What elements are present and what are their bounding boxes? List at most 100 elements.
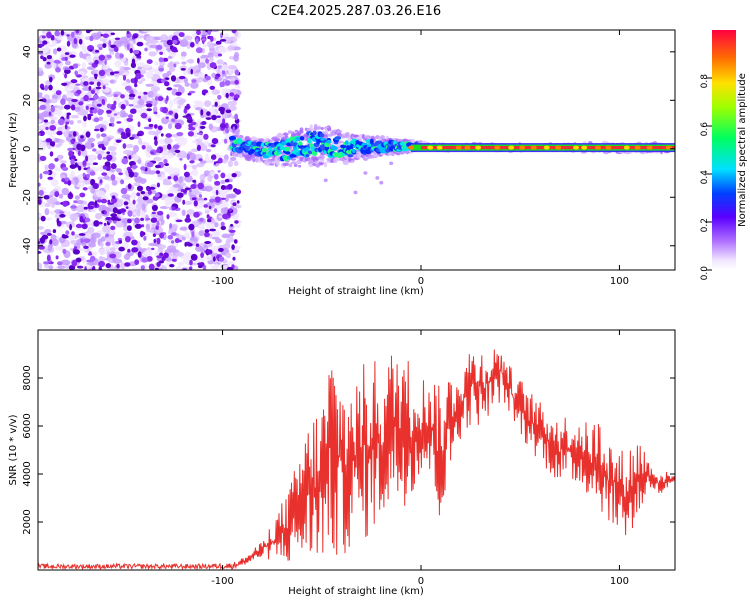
spectrogram-noise-blob [215, 40, 222, 45]
spectrogram-noise-blob [199, 217, 204, 222]
spectrogram-noise-blob [82, 172, 86, 177]
spectrogram-noise-blob [184, 217, 192, 223]
spectrogram-noise-blob [142, 251, 153, 258]
spectrogram-noise-blob [220, 221, 225, 227]
spectrogram-noise-blob [89, 35, 94, 42]
spectrogram-noise-blob [218, 256, 225, 262]
spectrogram-tone-peak [427, 145, 434, 150]
spectrogram-noise-blob [178, 75, 186, 80]
spectrogram-noise-blob [236, 200, 240, 204]
spectrogram-noise-blob [49, 98, 58, 104]
spectrogram-noise-blob [129, 136, 135, 140]
spectrogram-noise-blob [54, 191, 60, 198]
spectrogram-noise-blob [224, 80, 231, 86]
spectrogram-ridge-halo [275, 161, 280, 167]
colorbar-label: Normalized spectral amplitude [737, 73, 748, 227]
spectrogram-noise-blob [220, 180, 226, 184]
spectrogram-noise-blob [101, 146, 106, 151]
spectrogram-ridge-core [319, 133, 325, 138]
spectrogram-noise-blob [77, 165, 82, 171]
spectrogram-noise-blob [98, 221, 103, 225]
spectrogram-noise-blob [49, 151, 54, 157]
spectrogram-noise-blob [227, 100, 238, 107]
spectrogram-noise-blob [93, 117, 100, 123]
spectrogram-noise-blob [146, 198, 154, 204]
spectrogram-noise-blob [229, 56, 235, 60]
spectrogram-noise-blob [109, 51, 115, 55]
spectrogram-noise-blob [200, 109, 204, 116]
spectrogram-noise-blob [105, 233, 109, 238]
spectrogram-noise-blob [167, 62, 175, 69]
spectrogram-noise-blob [73, 249, 80, 255]
spectrogram-ridge-core [351, 148, 356, 154]
spectrogram-noise-blob [132, 199, 136, 205]
spectrogram-noise-blob [55, 245, 65, 251]
spectrogram-noise-blob [56, 109, 63, 117]
spectrogram-noise-blob [214, 205, 222, 210]
spectrogram-noise-blob [69, 191, 72, 197]
spectrogram-noise-blob [145, 223, 151, 230]
spectrogram-noise-blob [231, 30, 237, 34]
spectrogram-noise-blob [133, 144, 139, 153]
spectrogram-noise-blob [125, 206, 129, 210]
spectrogram-ridge-core [228, 135, 237, 141]
spectrogram-noise-blob [189, 266, 193, 270]
spectrogram-noise-blob [138, 98, 145, 106]
spectrogram-noise-blob [110, 197, 118, 204]
spectrogram-noise-blob [57, 265, 66, 270]
spectrogram-noise-blob [94, 200, 98, 208]
spectrogram-noise-blob [81, 248, 87, 252]
spectrogram-noise-blob [64, 73, 68, 79]
spectrogram-noise-blob [92, 183, 99, 190]
spectrogram-noise-blob [64, 67, 71, 71]
spectrogram-noise-blob [190, 68, 193, 75]
spectrogram-noise-blob [231, 244, 235, 250]
spectrogram-noise-blob [201, 34, 206, 38]
spectrogram-noise-blob [235, 84, 241, 89]
spectrogram-noise-blob [146, 108, 152, 112]
spectrogram-noise-blob [167, 235, 174, 240]
spectrogram-noise-blob [60, 30, 65, 36]
spectrogram-noise-blob [216, 115, 221, 118]
spectrogram-noise-blob [189, 160, 195, 164]
spectrogram-noise-blob [117, 199, 123, 203]
spectrogram-noise-blob [140, 191, 146, 195]
spectrogram-noise-blob [151, 204, 158, 212]
spectrogram-noise-blob [190, 81, 199, 89]
spectrogram-noise-blob [202, 264, 207, 270]
spectrogram-noise-blob [125, 127, 131, 134]
spectrogram-noise-blob [116, 111, 121, 115]
spectrogram-noise-blob [157, 125, 163, 131]
spectrogram-noise-blob [195, 38, 199, 45]
spectrogram-noise-blob [112, 258, 123, 264]
spectrogram-noise-blob [92, 94, 99, 100]
spectrogram-noise-blob [89, 81, 95, 85]
spectrogram-ridge-halo [332, 157, 339, 164]
spectrogram-noise-blob [137, 80, 143, 84]
spectrogram-noise-blob [214, 101, 218, 107]
spectrogram-noise-blob [47, 176, 54, 180]
spectrogram-noise-blob [128, 104, 134, 107]
spectrogram-noise-blob [153, 88, 158, 96]
spectrogram-noise-blob [178, 150, 187, 159]
spectrogram-noise-blob [198, 62, 206, 69]
spectrogram-noise-blob [49, 210, 55, 215]
spectrogram-noise-blob [175, 91, 182, 96]
spectrogram-noise-blob [230, 76, 236, 82]
spectrogram-noise-blob [160, 78, 167, 83]
spectrogram-noise-blob [217, 157, 223, 164]
spectrogram-noise-blob [183, 77, 188, 84]
spectrogram-noise-blob [217, 94, 222, 100]
spectrogram-noise-blob [141, 203, 146, 211]
spectrogram-noise-blob [126, 218, 132, 224]
spectrogram-noise-blob [123, 231, 133, 238]
spectrogram-noise-blob [95, 86, 102, 90]
spectrogram-ytick-label: 40 [22, 45, 33, 58]
spectrogram-noise-blob [224, 122, 229, 129]
colorbar: 0.0 0.2 0.4 0.6 0.8 Normalized spectral ampl… [700, 30, 748, 280]
spectrogram-noise-blob [71, 259, 78, 267]
spectrogram-noise-blob [220, 225, 226, 231]
spectrogram-noise-blob [204, 221, 212, 226]
spectrogram-noise-blob [38, 250, 42, 254]
spectrogram-noise-blob [42, 98, 47, 103]
